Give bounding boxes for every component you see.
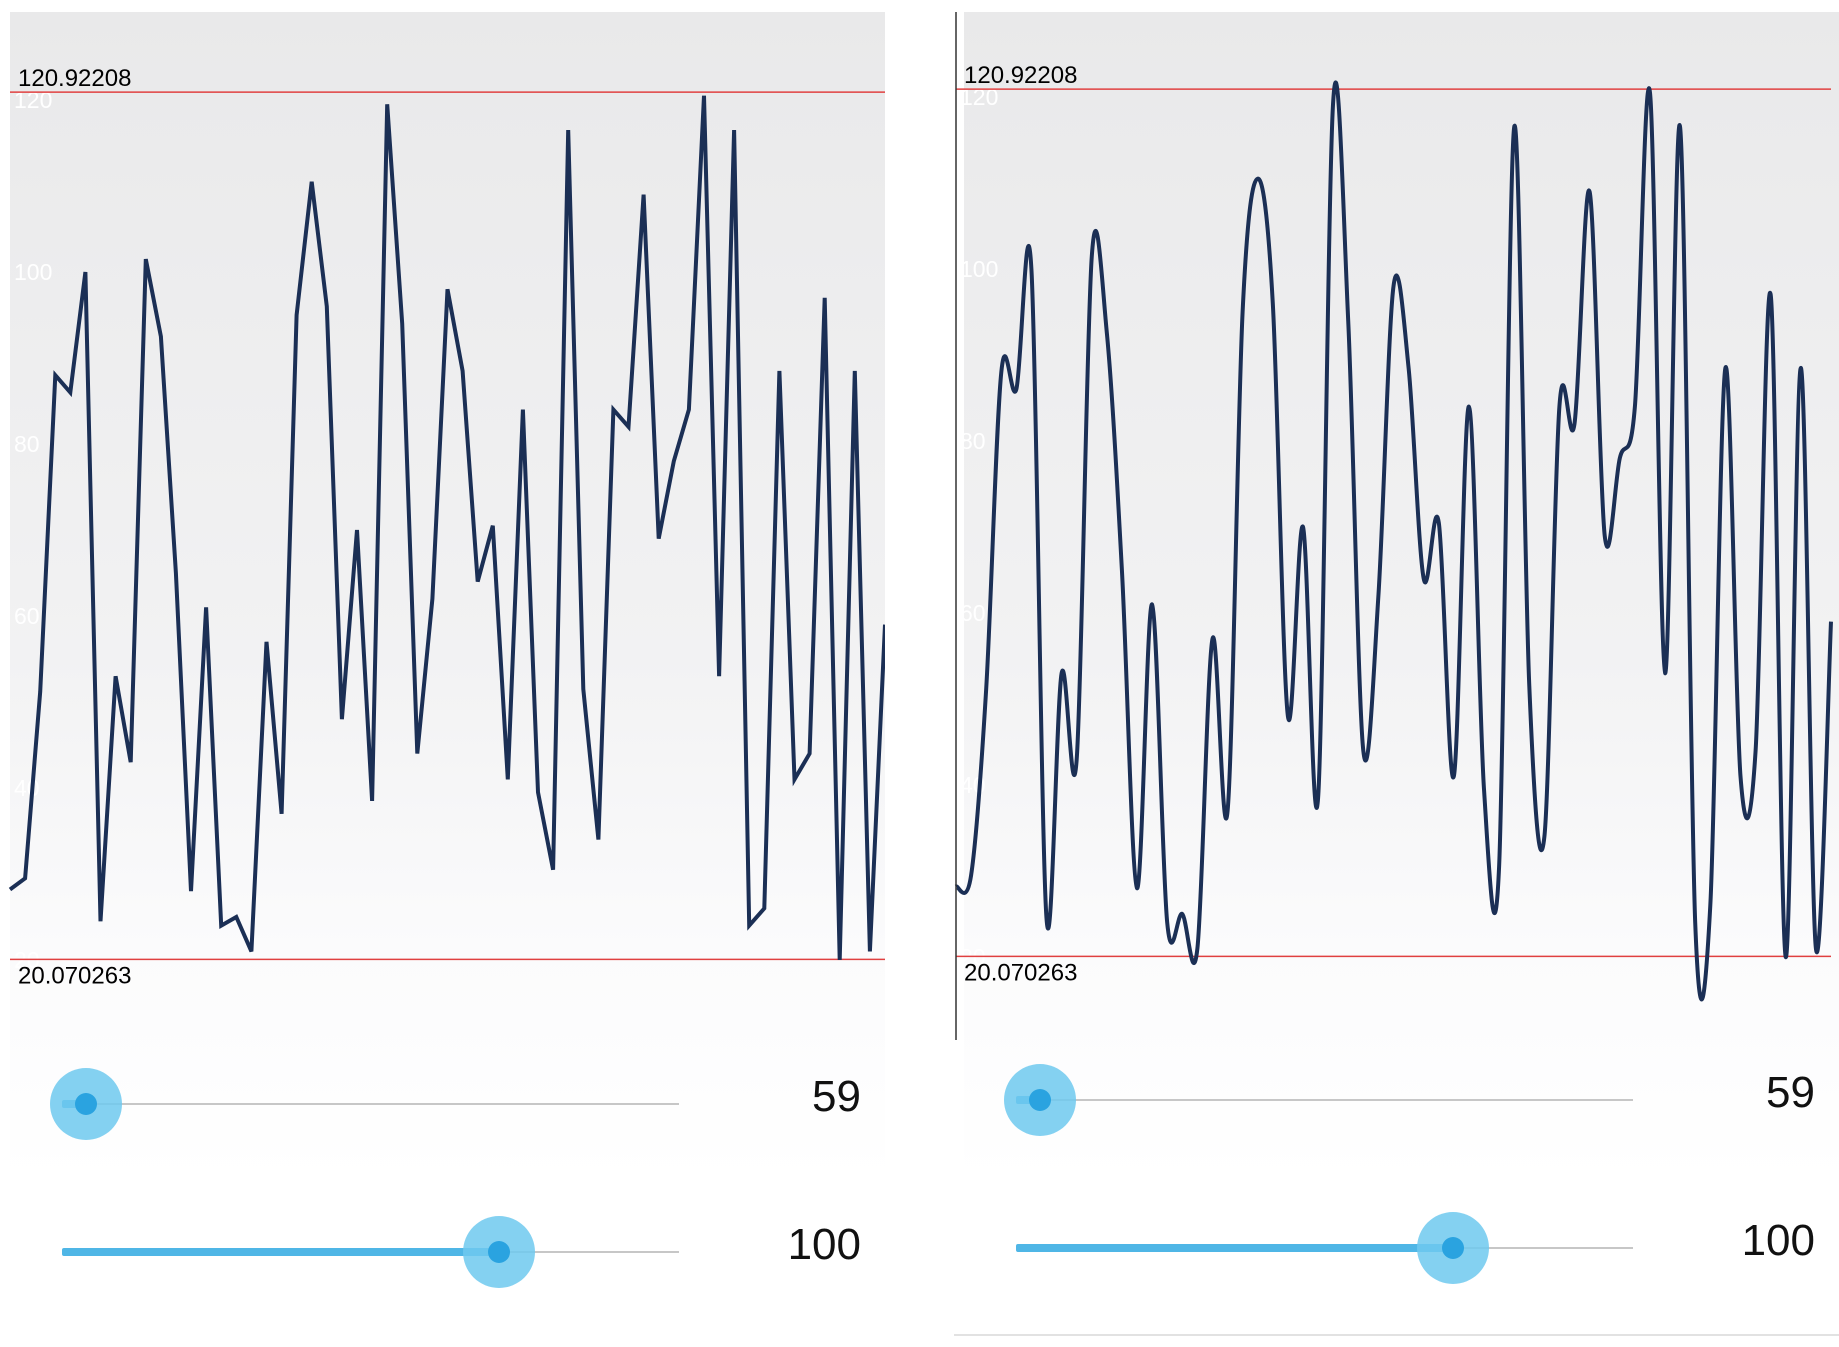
y-tick-label: 60 (960, 600, 986, 626)
slider-thumb[interactable] (1442, 1237, 1465, 1259)
y-tick-label: 80 (14, 431, 40, 457)
line-chart-panel-linear: 120 100 80 60 40 20 120.92208 20.070263 59 100 (0, 0, 885, 1347)
range-slider[interactable]: 100 (954, 1198, 1839, 1298)
slider-thumb[interactable] (75, 1093, 97, 1115)
range-value: 100 (787, 1220, 861, 1269)
y-tick-label: 60 (14, 603, 40, 629)
slider-thumb[interactable] (1029, 1089, 1051, 1111)
points-count-value: 59 (812, 1072, 861, 1121)
points-count-slider[interactable]: 59 (0, 1054, 885, 1154)
range-value: 100 (1741, 1216, 1815, 1265)
series-line (954, 80, 1833, 1002)
upper-limit-label: 120.92208 (964, 62, 1077, 89)
chart-background (10, 12, 885, 1182)
points-count-slider[interactable]: 59 (954, 1050, 1839, 1150)
line-chart-panel-cubic: 120 100 80 60 40 20 120.92208 20.070263 59 100 (954, 0, 1839, 1347)
y-tick-label: 100 (960, 256, 998, 282)
chart-background (964, 12, 1839, 1182)
y-tick-label: 40 (14, 775, 40, 801)
slider-thumb[interactable] (488, 1241, 511, 1263)
lower-limit-label: 20.070263 (964, 959, 1077, 986)
slider-track (1016, 1099, 1633, 1101)
y-tick-label: 100 (14, 259, 52, 285)
slider-track (62, 1103, 679, 1105)
range-slider[interactable]: 100 (0, 1202, 885, 1302)
series-line (8, 95, 885, 961)
points-count-value: 59 (1766, 1068, 1815, 1117)
y-tick-label: 80 (960, 428, 986, 454)
divider (954, 1334, 1839, 1336)
slider-fill (1016, 1244, 1454, 1252)
upper-limit-label: 120.92208 (18, 65, 131, 92)
slider-fill (62, 1248, 500, 1256)
lower-limit-label: 20.070263 (18, 962, 131, 989)
